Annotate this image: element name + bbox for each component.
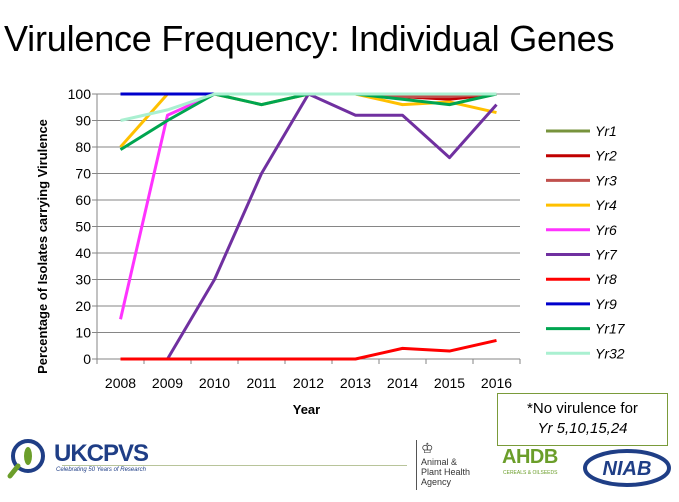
x-tick-label: 2016 <box>481 375 512 391</box>
x-tick-label: 2012 <box>293 375 324 391</box>
series-line-yr6 <box>119 92 497 320</box>
ukcpvs-logo <box>7 439 45 479</box>
x-tick-label: 2011 <box>246 375 276 391</box>
footer-divider <box>62 465 407 466</box>
legend: Yr1 Yr2 Yr3 Yr4 Yr6 Yr7 Yr8 Yr9 Yr17 Yr32 <box>546 123 626 361</box>
series-line-yr32 <box>120 92 497 122</box>
legend-label-yr4: Yr4 <box>595 197 617 213</box>
note-line-1: *No virulence for <box>527 400 638 417</box>
legend-label-yr9: Yr9 <box>595 296 617 312</box>
apha-logo-text: Animal & Plant Health Agency <box>421 457 471 487</box>
crest-icon: ♔ <box>421 440 434 456</box>
slide-title: Virulence Frequency: Individual Genes <box>4 18 615 59</box>
y-tick-label: 60 <box>75 192 91 208</box>
series-line-yr8 <box>120 338 497 361</box>
ahdb-logo-subtitle: CEREALS & OILSEEDS <box>503 470 558 476</box>
legend-label-yr32: Yr32 <box>595 345 625 361</box>
y-tick-label: 80 <box>75 139 91 155</box>
y-tick-label: 90 <box>75 113 91 129</box>
note-box: *No virulence for Yr 5,10,15,24 <box>497 393 668 446</box>
y-tick-label: 10 <box>75 325 91 341</box>
x-tick-label: 2010 <box>199 375 230 391</box>
legend-label-yr2: Yr2 <box>595 148 617 164</box>
y-tick-label: 50 <box>75 219 91 235</box>
y-tick-label: 40 <box>75 245 91 261</box>
svg-text:NIAB: NIAB <box>603 458 652 480</box>
magnifier-ring-icon <box>11 439 45 473</box>
niab-logo: NIAB <box>583 449 671 487</box>
x-tick-label: 2014 <box>387 375 418 391</box>
y-tick-label: 70 <box>75 166 91 182</box>
apha-divider <box>416 440 417 490</box>
x-tick-label: 2013 <box>340 375 371 391</box>
x-tick-label: 2015 <box>434 375 465 391</box>
y-tick-label: 30 <box>75 272 91 288</box>
series-line-yr7 <box>166 92 498 360</box>
ukcpvs-logo-text: UKCPVS <box>54 440 149 467</box>
ukcpvs-tagline: Celebrating 50 Years of Research <box>56 467 146 473</box>
legend-label-yr6: Yr6 <box>595 222 617 238</box>
legend-label-yr1: Yr1 <box>595 123 617 139</box>
axes <box>92 93 521 364</box>
x-axis-title: Year <box>293 402 320 417</box>
y-tick-label: 0 <box>83 351 91 367</box>
series-line-yr17 <box>119 92 497 151</box>
y-tick-label: 20 <box>75 298 91 314</box>
legend-label-yr17: Yr17 <box>595 321 626 337</box>
note-line-2: Yr 5,10,15,24 <box>537 420 628 437</box>
y-tick-label: 100 <box>68 86 92 102</box>
legend-label-yr3: Yr3 <box>595 172 617 188</box>
gridlines <box>97 93 520 360</box>
x-tick-label: 2009 <box>152 375 183 391</box>
x-tick-label: 2008 <box>105 375 136 391</box>
legend-label-yr7: Yr7 <box>595 247 618 263</box>
series-lines <box>119 92 498 361</box>
ahdb-logo: AHDB <box>502 446 558 468</box>
legend-label-yr8: Yr8 <box>595 271 617 287</box>
tick-labels: 0 10 20 30 40 50 60 70 80 90 100 2008 2009 2010 2011 20… <box>68 86 513 391</box>
y-axis-title: Percentage of Isolates carrying Virulenc… <box>35 119 50 374</box>
